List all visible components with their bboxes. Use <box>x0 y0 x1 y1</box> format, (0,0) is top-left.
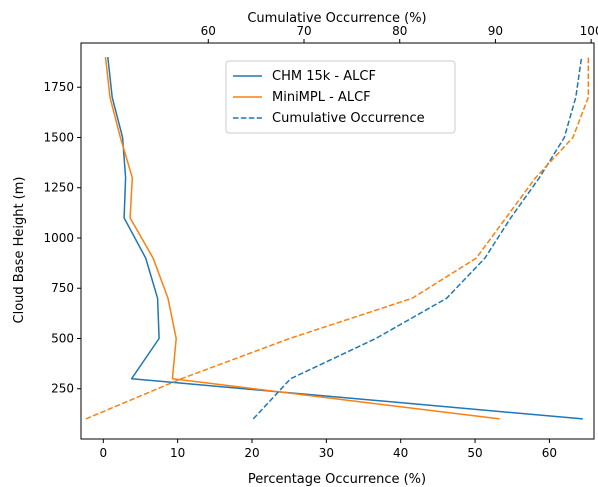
y-tick-label-5: 1500 <box>43 130 74 144</box>
plot-frame <box>80 42 595 440</box>
legend-box <box>225 60 456 134</box>
x-tick-label-0: 0 <box>99 446 107 460</box>
series-line-0 <box>107 57 583 420</box>
x-tick-label-6: 60 <box>542 446 557 460</box>
x-axis-label: Percentage Occurrence (%) <box>248 472 426 487</box>
y-tick-label-6: 1750 <box>43 80 74 94</box>
y-axis-label: Cloud Base Height (m) <box>12 177 27 324</box>
tick-layer: 0 10 20 30 40 50 60 60 70 80 90 100 250 500 750 1000 125… <box>43 24 598 460</box>
x-tick-label-3: 30 <box>319 446 334 460</box>
y-tick-label-0: 250 <box>51 382 74 396</box>
x-tick-label-4: 40 <box>393 446 408 460</box>
x-tick-label-2: 20 <box>244 446 259 460</box>
x2-tick-label-1: 70 <box>296 24 311 38</box>
series-line-2 <box>252 56 583 420</box>
x-tick-label-1: 10 <box>170 446 185 460</box>
series-line-3 <box>85 57 590 420</box>
legend-label-chm15k: CHM 15k - ALCF <box>272 69 376 84</box>
x-tick-label-5: 50 <box>467 446 482 460</box>
x2-axis-label: Cumulative Occurrence (%) <box>247 11 426 26</box>
series-line-1 <box>104 57 500 420</box>
y-tick-label-4: 1250 <box>43 181 74 195</box>
x2-tick-label-4: 100 <box>580 24 598 38</box>
x2-tick-label-0: 60 <box>201 24 216 38</box>
series-layer <box>85 56 590 420</box>
legend: CHM 15k - ALCF MiniMPL - ALCF Cumulative… <box>225 60 456 134</box>
legend-label-minimpl: MiniMPL - ALCF <box>272 90 371 105</box>
x2-tick-label-3: 90 <box>488 24 503 38</box>
y-tick-label-1: 500 <box>51 331 74 345</box>
y-tick-label-3: 1000 <box>43 231 74 245</box>
legend-label-cumulative: Cumulative Occurrence <box>272 111 425 126</box>
x2-tick-label-2: 80 <box>392 24 407 38</box>
y-tick-label-2: 750 <box>51 281 74 295</box>
